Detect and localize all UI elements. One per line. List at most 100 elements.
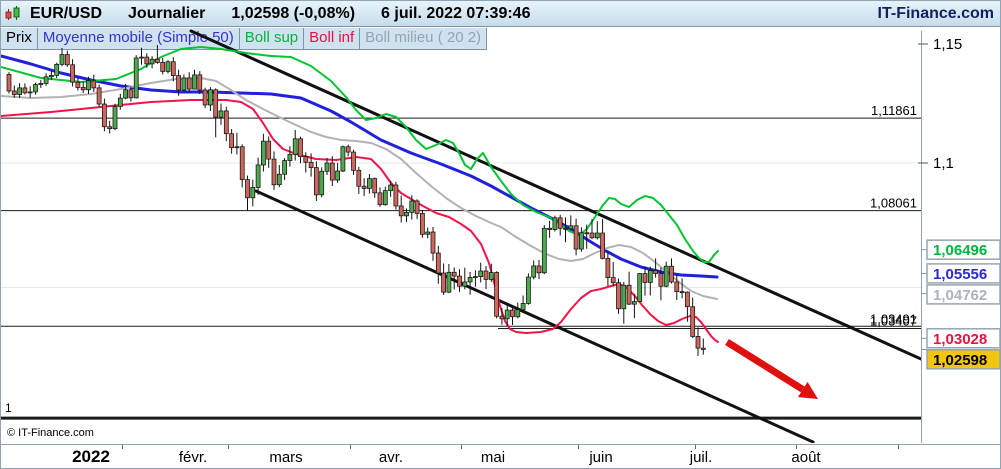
candle-body xyxy=(531,265,537,278)
boll-milieu-value-box xyxy=(926,284,1000,305)
candle-body xyxy=(600,232,605,259)
candle-body xyxy=(324,162,330,172)
boll-inf-line xyxy=(1,99,719,343)
candle-body xyxy=(43,76,49,84)
candle-body xyxy=(637,273,643,302)
candle-body xyxy=(382,190,388,206)
candle-body xyxy=(425,231,431,235)
candle-body xyxy=(86,80,91,91)
candle-body xyxy=(80,87,86,91)
candle-body xyxy=(128,89,134,99)
candle-body xyxy=(186,77,192,90)
month-label-2022: 2022 xyxy=(72,447,110,466)
candle-body xyxy=(102,103,107,128)
legend-item-boll-inf[interactable]: Boll inf xyxy=(304,28,361,49)
candle-body xyxy=(674,281,680,292)
candle-body xyxy=(33,84,38,93)
month-label-avr: avr. xyxy=(378,449,404,466)
copyright-note: © IT-Finance.com xyxy=(5,427,96,439)
candle-body xyxy=(367,178,372,189)
candle-body xyxy=(149,58,155,65)
candle-body xyxy=(573,225,579,250)
candle-body xyxy=(303,156,309,163)
candle-body xyxy=(430,231,436,254)
candle-body xyxy=(38,83,44,85)
candle-body xyxy=(663,265,669,287)
candle-body xyxy=(568,225,574,230)
candle-body xyxy=(335,170,340,181)
time-axis[interactable]: 2022 févr. mars avr. mai juin juil. août xyxy=(1,444,1000,468)
candle-body xyxy=(17,87,22,95)
plot-area[interactable] xyxy=(1,29,921,443)
candle-body xyxy=(377,192,383,206)
legend-item-boll-sup[interactable]: Boll sup xyxy=(240,28,305,49)
candle-body xyxy=(462,281,468,287)
month-tick xyxy=(461,445,462,449)
legend-item-boll-milieu[interactable]: Boll milieu ( 20 2) xyxy=(365,29,482,46)
candle-body xyxy=(610,277,616,284)
boll-inf-value-box xyxy=(926,328,1000,349)
candle-body xyxy=(589,232,595,239)
legend-item-moyenne-mobile[interactable]: Moyenne mobile (Simple 50) xyxy=(38,28,240,49)
candle-body xyxy=(605,258,611,278)
candle-body xyxy=(547,227,552,230)
candle-body xyxy=(695,336,701,349)
month-tick xyxy=(122,445,123,449)
candle-body xyxy=(579,232,584,250)
candle-body xyxy=(208,89,213,106)
legend-item-prix[interactable]: Prix xyxy=(1,28,38,49)
candle-body xyxy=(261,140,266,166)
candle-body xyxy=(467,276,473,283)
candle-body xyxy=(202,89,208,106)
candle-body xyxy=(218,110,224,118)
month-tick xyxy=(228,445,229,449)
candle-body xyxy=(483,270,489,280)
candle-body xyxy=(49,75,54,78)
candle-body xyxy=(70,64,75,83)
candle-body xyxy=(250,187,256,199)
down-arrow-head xyxy=(797,381,818,399)
candle-body xyxy=(473,276,478,278)
candle-body xyxy=(117,97,123,107)
month-label-mars: mars xyxy=(269,449,303,466)
candle-body xyxy=(510,309,515,318)
candle-body xyxy=(441,272,446,293)
candle-body xyxy=(282,160,287,175)
boll-milieu-value: 1,04762 xyxy=(933,287,987,304)
candle-body xyxy=(685,291,690,308)
axis-tick-label: 1,1 xyxy=(933,155,954,172)
candle-body xyxy=(409,200,415,213)
candle-body xyxy=(669,265,674,283)
candle-body xyxy=(520,303,526,311)
candle-body xyxy=(626,284,632,305)
channel-lower xyxy=(254,189,815,443)
candle-body xyxy=(170,61,176,76)
candle-body xyxy=(123,89,128,99)
candle-body xyxy=(563,227,568,230)
month-label-fvr: févr. xyxy=(178,449,208,466)
ma50-value: 1,05556 xyxy=(933,266,987,283)
candle-body xyxy=(75,81,81,88)
candle-body xyxy=(197,74,203,91)
candle-body xyxy=(308,161,314,169)
candle-body xyxy=(91,80,97,89)
candle-body xyxy=(616,282,621,310)
candle-body xyxy=(223,110,229,135)
candle-body xyxy=(255,164,261,188)
candle-body xyxy=(319,170,325,196)
candlestick-icon xyxy=(5,5,22,22)
candle-body xyxy=(287,154,293,161)
down-arrow-shaft xyxy=(725,339,805,393)
candle-body xyxy=(340,146,346,172)
boll-sup-line xyxy=(1,46,719,263)
month-tick xyxy=(796,445,797,449)
candle-body xyxy=(314,167,319,196)
brand-logo: IT-Finance.com xyxy=(877,4,994,22)
boll-sup-value: 1,06496 xyxy=(933,242,987,259)
candle-body xyxy=(552,217,558,230)
candle-body xyxy=(176,75,181,91)
candle-body xyxy=(11,90,17,95)
candle-body xyxy=(642,273,648,283)
